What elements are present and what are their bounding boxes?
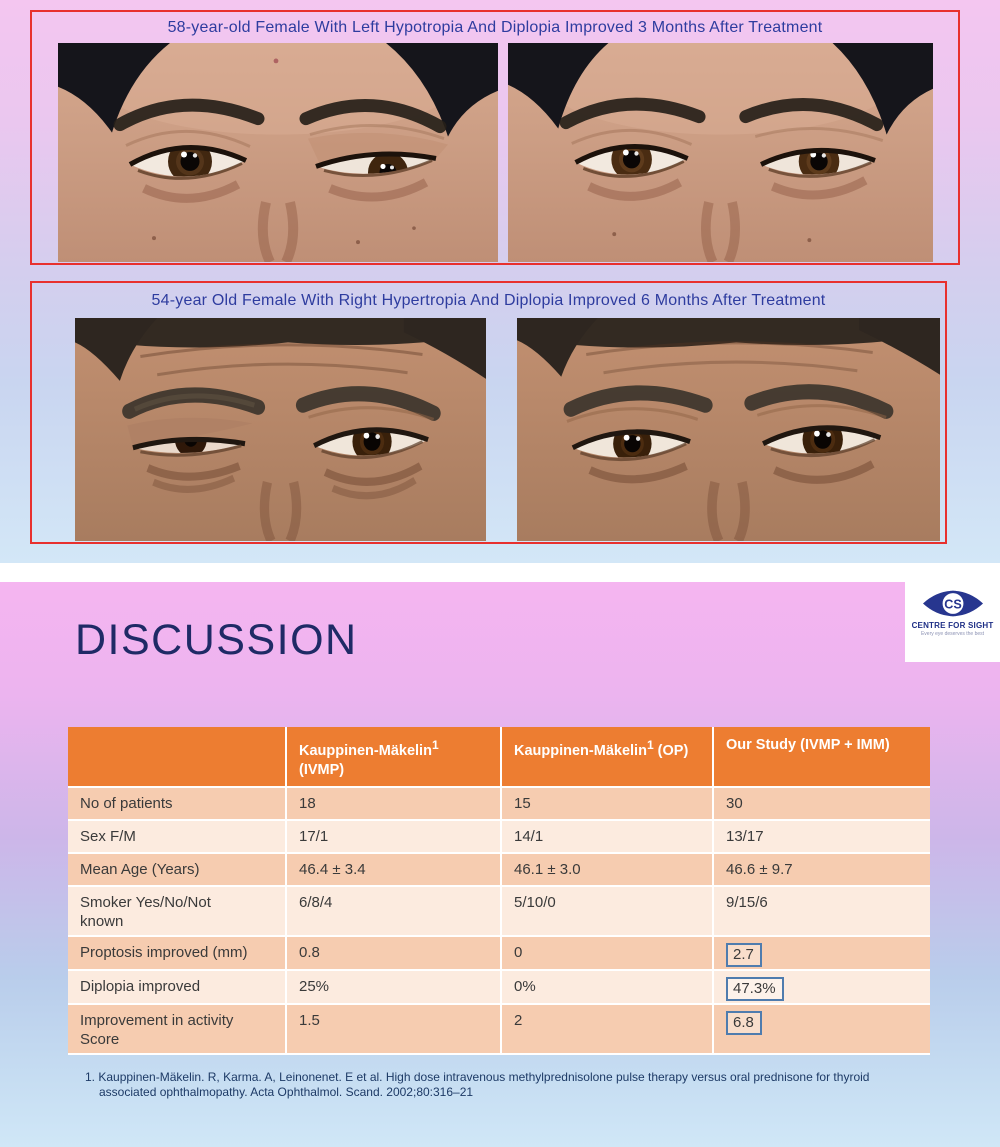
reference-footnote: 1. Kauppinen-Mäkelin. R, Karma. A, Leino… (85, 1070, 870, 1099)
highlight-box: 47.3% (726, 976, 784, 1001)
photo-case1-after (508, 43, 933, 262)
slide-discussion: CS CENTRE FOR SIGHT Every eye deserves t… (0, 582, 1000, 1147)
case-panel-2: 54-year Old Female With Right Hypertropi… (30, 281, 947, 544)
comparison-table-wrapper: Kauppinen-Mäkelin1 (IVMP) Kauppinen-Mäkel… (68, 727, 930, 1055)
cell-value: 5/10/0 (502, 886, 714, 937)
case-caption-1: 58-year-old Female With Left Hypotropia … (167, 19, 823, 36)
cell-value: 25% (287, 970, 502, 1005)
photo-row-2 (75, 318, 940, 541)
photo-row-1 (58, 43, 933, 262)
row-label: Proptosis improved (mm) (68, 936, 287, 971)
header-cell-ivmp: Kauppinen-Mäkelin1 (IVMP) (287, 727, 502, 788)
row-label: Diplopia improved (68, 970, 287, 1005)
page-title: DISCUSSION (75, 616, 358, 664)
cell-value: 46.4 ± 3.4 (287, 853, 502, 887)
slide-separator (0, 563, 1000, 582)
cell-value: 0 (502, 936, 714, 971)
cell-value: 17/1 (287, 820, 502, 854)
centre-for-sight-logo: CS CENTRE FOR SIGHT Every eye deserves t… (905, 582, 1000, 662)
header-cell-empty (68, 727, 287, 788)
photo-case2-after (517, 318, 940, 541)
cell-value: 0% (502, 970, 714, 1005)
photo-case1-before (58, 43, 498, 262)
table-row: Mean Age (Years) 46.4 ± 3.4 46.1 ± 3.0 4… (68, 853, 930, 887)
cell-value: 30 (714, 787, 930, 821)
logo-name: CENTRE FOR SIGHT (911, 621, 994, 630)
photo-case2-before (75, 318, 486, 541)
cell-value: 46.6 ± 9.7 (714, 853, 930, 887)
row-label: Sex F/M (68, 820, 287, 854)
cell-value: 9/15/6 (714, 886, 930, 937)
table-row: Sex F/M 17/1 14/1 13/17 (68, 820, 930, 854)
highlight-box: 6.8 (726, 1010, 762, 1035)
cell-value-highlighted: 2.7 (714, 936, 930, 971)
cell-value: 1.5 (287, 1004, 502, 1055)
case-panel-1: 58-year-old Female With Left Hypotropia … (30, 10, 960, 265)
cell-value: 14/1 (502, 820, 714, 854)
table-row: Diplopia improved 25% 0% 47.3% (68, 970, 930, 1005)
table-row: Smoker Yes/No/Not known 6/8/4 5/10/0 9/1… (68, 886, 930, 937)
table-row: No of patients 18 15 30 (68, 787, 930, 821)
svg-text:CS: CS (944, 597, 961, 611)
cell-value-highlighted: 6.8 (714, 1004, 930, 1055)
comparison-table: Kauppinen-Mäkelin1 (IVMP) Kauppinen-Mäkel… (68, 727, 930, 1055)
table-row: Improvement in activity Score 1.5 2 6.8 (68, 1004, 930, 1055)
highlight-box: 2.7 (726, 942, 762, 967)
cell-value: 2 (502, 1004, 714, 1055)
row-label: No of patients (68, 787, 287, 821)
case-caption-2: 54-year Old Female With Right Hypertropi… (151, 292, 826, 309)
cell-value-highlighted: 47.3% (714, 970, 930, 1005)
header-cell-our-study: Our Study (IVMP + IMM) (714, 727, 930, 788)
table-row: Proptosis improved (mm) 0.8 0 2.7 (68, 936, 930, 971)
row-label: Mean Age (Years) (68, 853, 287, 887)
row-label: Improvement in activity Score (68, 1004, 287, 1055)
slide-clinical-photos: 58-year-old Female With Left Hypotropia … (0, 0, 1000, 563)
cell-value: 0.8 (287, 936, 502, 971)
cell-value: 46.1 ± 3.0 (502, 853, 714, 887)
row-label: Smoker Yes/No/Not known (68, 886, 287, 937)
cell-value: 18 (287, 787, 502, 821)
table-header-row: Kauppinen-Mäkelin1 (IVMP) Kauppinen-Mäkel… (68, 727, 930, 788)
cell-value: 15 (502, 787, 714, 821)
cell-value: 13/17 (714, 820, 930, 854)
cs-eye-icon: CS (922, 590, 983, 617)
logo-tagline: Every eye deserves the best (920, 631, 985, 637)
header-cell-op: Kauppinen-Mäkelin1 (OP) (502, 727, 714, 788)
cell-value: 6/8/4 (287, 886, 502, 937)
